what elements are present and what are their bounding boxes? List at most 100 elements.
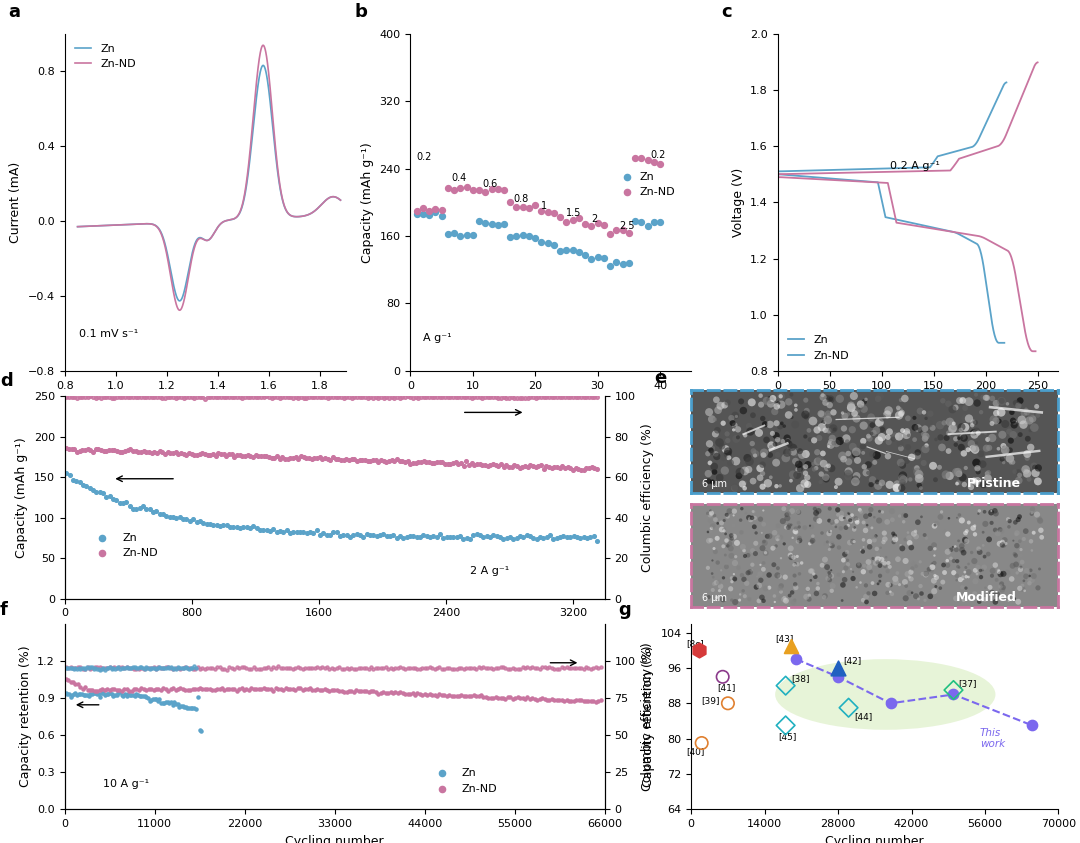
Point	[214, 681, 231, 695]
Point	[521, 229, 538, 243]
Point	[602, 259, 619, 272]
Point	[226, 450, 243, 464]
Point	[92, 663, 109, 676]
Point	[421, 687, 438, 701]
Point	[184, 701, 201, 715]
Point	[387, 685, 404, 699]
Point	[532, 235, 550, 249]
Point	[65, 662, 82, 675]
Point	[134, 661, 151, 674]
Text: e: e	[654, 369, 666, 388]
Point	[557, 243, 575, 256]
Point	[156, 662, 173, 675]
Y-axis label: Current (mA): Current (mA)	[10, 162, 23, 243]
Point	[204, 518, 221, 532]
Point	[199, 389, 216, 403]
Point	[95, 390, 112, 404]
Point	[485, 663, 502, 676]
Point	[378, 455, 395, 469]
Point	[77, 663, 94, 676]
Point	[568, 530, 585, 544]
Point	[140, 662, 158, 675]
Point	[584, 695, 602, 708]
Point	[362, 529, 379, 542]
Point	[413, 455, 430, 469]
Point	[249, 663, 267, 676]
Point	[147, 663, 164, 676]
Point	[551, 662, 568, 675]
Point	[284, 662, 301, 675]
Point	[1024, 718, 1041, 732]
Point	[608, 255, 625, 269]
Point	[175, 448, 192, 461]
Point	[266, 390, 283, 404]
Point	[167, 512, 185, 525]
Point	[71, 662, 89, 675]
Point	[89, 687, 106, 701]
Point	[373, 390, 390, 404]
Zn	[173, 296, 186, 306]
Point	[442, 390, 459, 404]
Point	[477, 690, 495, 704]
Point	[829, 670, 847, 684]
Point	[392, 685, 409, 699]
Point	[268, 390, 285, 404]
Point	[442, 457, 459, 470]
Point	[189, 690, 206, 704]
Point	[369, 661, 387, 674]
Point	[233, 391, 251, 405]
Point	[267, 662, 284, 675]
Point	[391, 529, 408, 543]
Point	[197, 392, 214, 405]
Point	[308, 524, 325, 537]
Point	[245, 661, 262, 674]
Point	[265, 661, 282, 674]
Zn-ND	[279, 202, 292, 212]
Point	[433, 209, 450, 223]
Point	[485, 529, 502, 542]
Point	[484, 390, 501, 404]
Point	[154, 661, 172, 674]
Point	[278, 524, 295, 537]
Point	[575, 390, 592, 404]
Point	[462, 690, 480, 703]
Point	[184, 661, 201, 674]
Text: 1: 1	[541, 201, 548, 211]
Point	[91, 661, 108, 674]
Point	[499, 690, 516, 704]
Point	[284, 682, 301, 695]
Point	[402, 661, 419, 674]
Point	[342, 661, 360, 674]
Point	[311, 661, 328, 674]
Point	[327, 452, 345, 465]
Point	[524, 459, 541, 472]
Point	[378, 529, 395, 543]
Point	[396, 455, 414, 469]
Point	[161, 696, 178, 710]
Point	[79, 390, 96, 404]
Point	[118, 689, 135, 702]
Point	[185, 513, 202, 526]
Point	[178, 390, 195, 404]
Point	[448, 530, 465, 544]
Point	[373, 453, 390, 466]
Point	[171, 661, 188, 674]
Legend: Zn, Zn-ND: Zn, Zn-ND	[427, 764, 502, 798]
Point	[124, 660, 141, 674]
Point	[286, 683, 303, 696]
Point	[111, 661, 129, 674]
Point	[271, 391, 288, 405]
Point	[141, 502, 159, 516]
Point	[882, 696, 900, 710]
Legend: Zn, Zn-ND: Zn, Zn-ND	[611, 168, 680, 201]
Point	[104, 682, 121, 695]
Point	[415, 207, 432, 221]
Point	[117, 390, 134, 404]
Point	[183, 390, 200, 404]
Point	[238, 682, 255, 695]
Point	[588, 695, 605, 708]
Line: Zn-ND: Zn-ND	[78, 46, 340, 310]
Point	[77, 689, 94, 702]
Point	[590, 694, 607, 707]
Point	[431, 687, 448, 701]
